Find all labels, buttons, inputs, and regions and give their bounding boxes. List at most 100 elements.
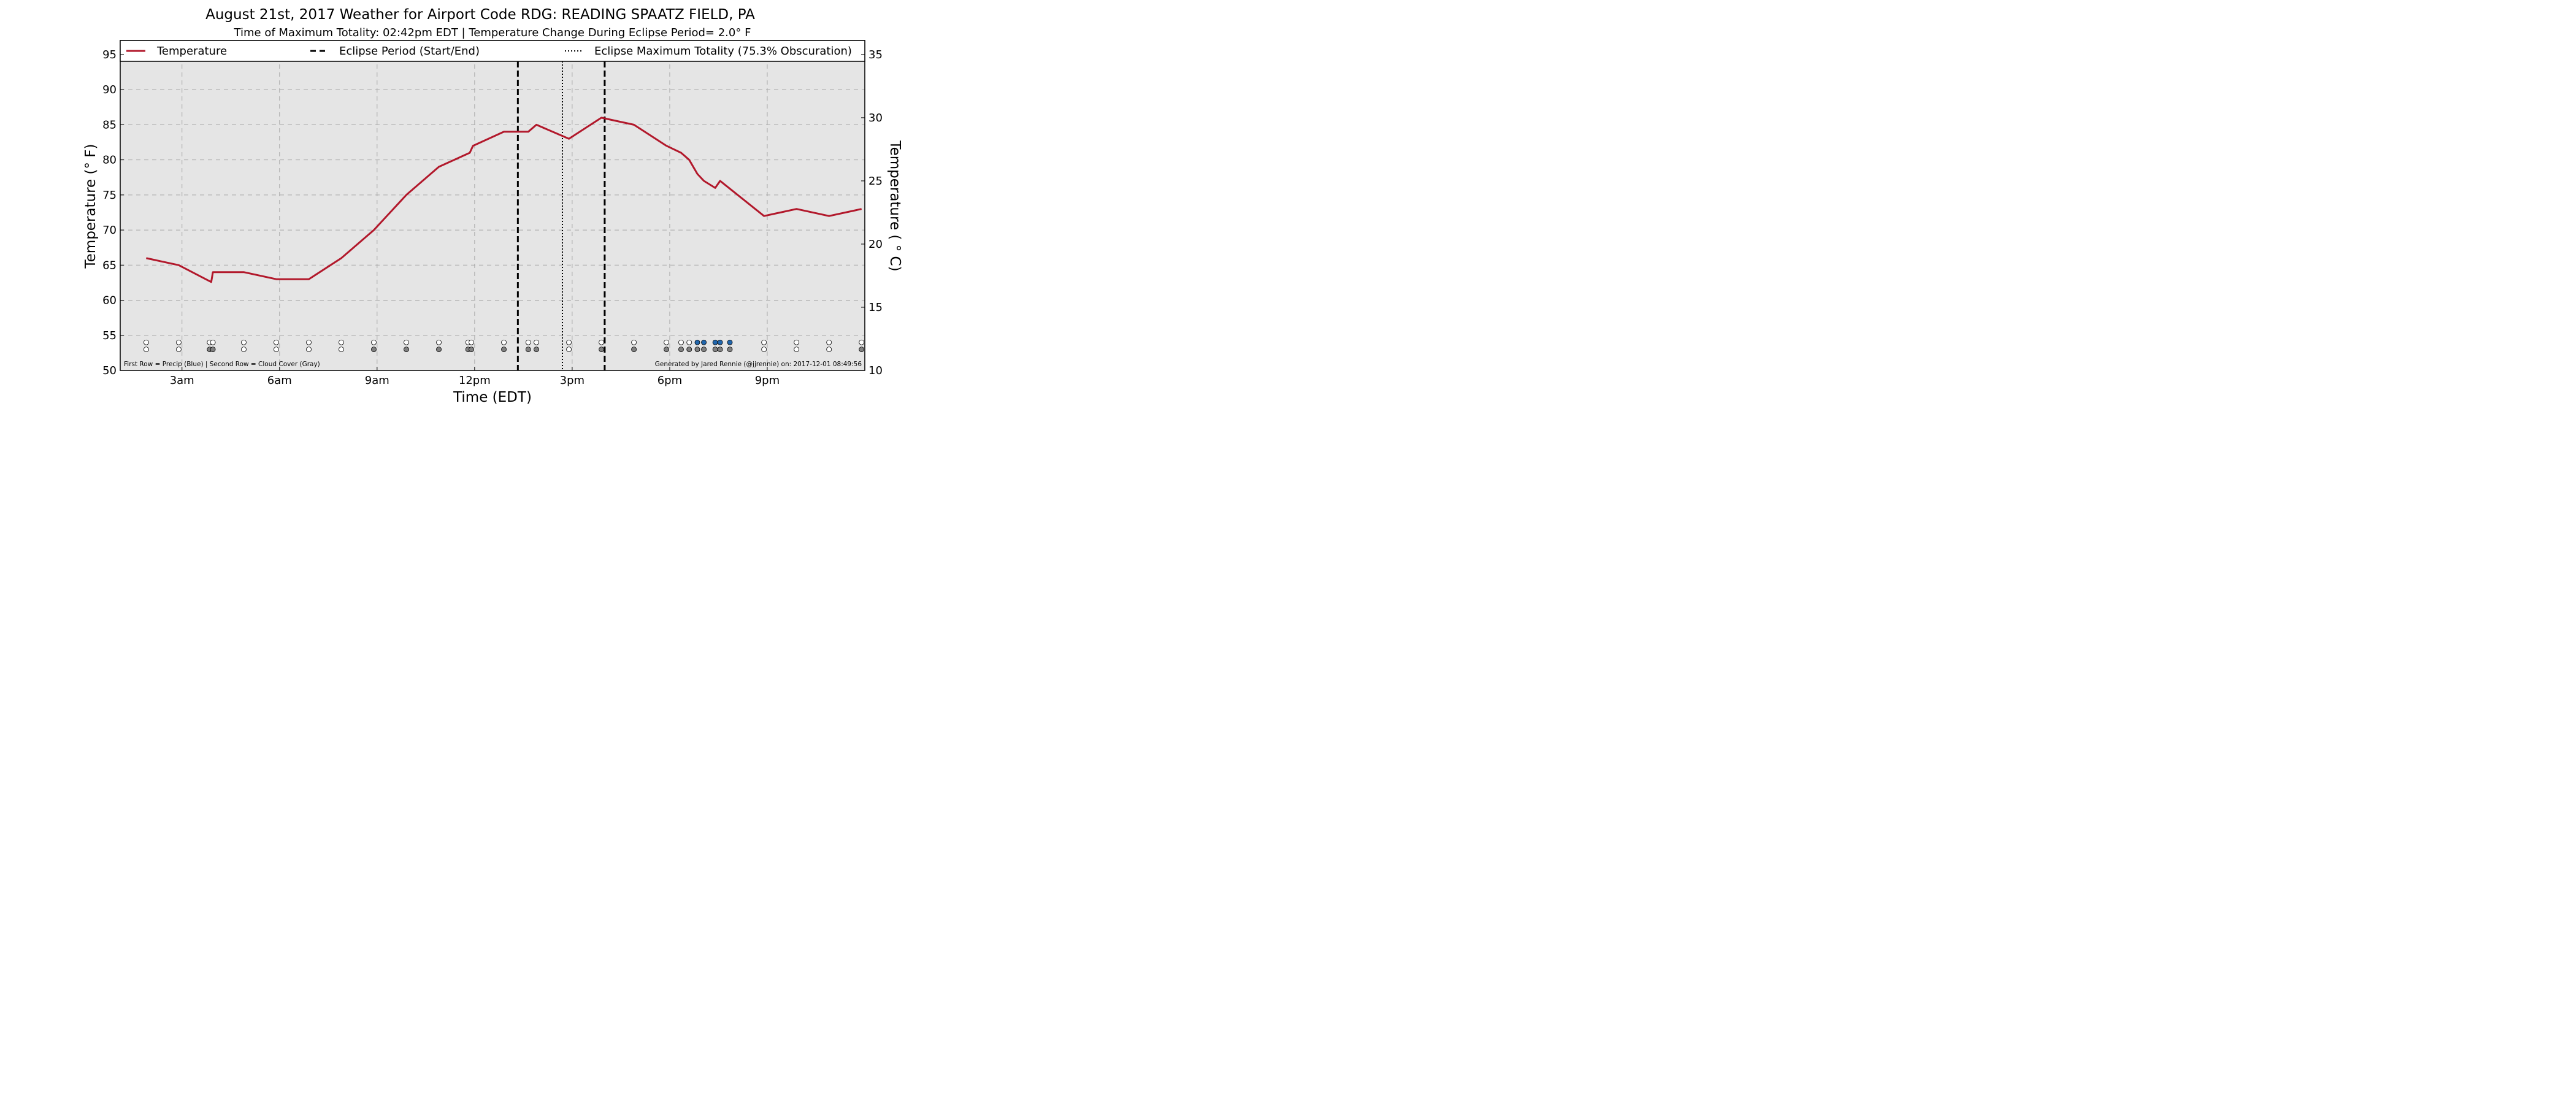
cloud-marker	[566, 347, 572, 353]
cloud-marker	[694, 347, 700, 353]
x-tick-label: 3pm	[560, 374, 585, 387]
row-key-note: First Row = Precip (Blue) | Second Row =…	[124, 361, 320, 368]
cloud-marker	[144, 347, 149, 353]
precip-marker	[727, 339, 733, 345]
cloud-marker	[664, 347, 670, 353]
precip-marker	[761, 339, 767, 345]
cloud-marker	[339, 347, 344, 353]
cloud-marker	[436, 347, 442, 353]
precip-marker	[701, 339, 707, 345]
grid	[120, 40, 865, 371]
cloud-marker	[727, 347, 733, 353]
cloud-marker	[534, 347, 539, 353]
precip-marker	[717, 339, 723, 345]
y2-tick-label: 20	[868, 238, 883, 251]
precip-marker	[144, 339, 149, 345]
x-tick-label: 3am	[170, 374, 194, 387]
cloud-marker	[717, 347, 723, 353]
cloud-marker	[826, 347, 832, 353]
precip-marker	[241, 339, 247, 345]
legend-box	[120, 40, 865, 62]
cloud-marker	[794, 347, 800, 353]
precip-marker	[826, 339, 832, 345]
x-tick-label: 9am	[365, 374, 389, 387]
precip-marker	[210, 339, 216, 345]
precip-marker	[436, 339, 442, 345]
precip-marker	[859, 339, 865, 345]
precip-marker	[404, 339, 409, 345]
y2-tick-label: 10	[868, 364, 883, 377]
precip-marker	[566, 339, 572, 345]
legend: Temperature Eclipse Period (Start/End) E…	[120, 40, 865, 62]
y-axis-left-label: Temperature (° F)	[83, 144, 99, 269]
legend-temperature-label: Temperature	[156, 45, 227, 58]
precip-marker	[371, 339, 377, 345]
cloud-marker	[404, 347, 409, 353]
temperature-line	[146, 117, 862, 283]
x-tick-label: 9pm	[755, 374, 780, 387]
y-tick-label: 65	[102, 259, 117, 272]
cloud-marker	[686, 347, 692, 353]
cloud-marker	[306, 347, 312, 353]
precip-marker	[678, 339, 684, 345]
precip-marker	[469, 339, 474, 345]
plot-area	[120, 40, 865, 370]
y-tick-label: 75	[102, 189, 117, 202]
precip-marker	[176, 339, 182, 345]
y-tick-label: 70	[102, 224, 117, 237]
precip-marker	[599, 339, 604, 345]
precip-marker	[306, 339, 312, 345]
y-tick-label: 95	[102, 48, 117, 61]
cloud-marker	[525, 347, 531, 353]
x-axis: 3am 6am 9am 12pm 3pm 6pm 9pm	[170, 367, 780, 387]
temperature-series	[146, 117, 862, 283]
cloud-marker	[631, 347, 637, 353]
cloud-marker	[210, 347, 216, 353]
precip-marker	[501, 339, 507, 345]
x-tick-label: 12pm	[459, 374, 491, 387]
cloud-marker	[859, 347, 865, 353]
y-tick-label: 85	[102, 118, 117, 131]
precip-marker	[339, 339, 344, 345]
cloud-marker	[241, 347, 247, 353]
y2-tick-label: 35	[868, 48, 883, 61]
cloud-marker	[599, 347, 604, 353]
y-axis-right-label: Temperature ( ° C)	[887, 140, 903, 271]
y-tick-label: 50	[102, 364, 117, 377]
eclipse-lines	[516, 61, 606, 370]
cloud-marker	[274, 347, 279, 353]
x-tick-label: 6am	[267, 374, 292, 387]
temperature-chart: August 21st, 2017 Weather for Airport Co…	[83, 7, 903, 405]
y-tick-label: 55	[102, 329, 117, 342]
y-tick-label: 90	[102, 83, 117, 96]
precip-marker	[534, 339, 539, 345]
y-axis-right: 10 15 20 25 30 35	[861, 48, 883, 377]
precip-marker	[274, 339, 279, 345]
precip-marker	[712, 339, 718, 345]
x-axis-label: Time (EDT)	[453, 389, 532, 405]
y-axis-left: 50 55 60 65 70 75 80 85 90 95	[102, 48, 124, 377]
precip-marker	[794, 339, 800, 345]
y-tick-label: 60	[102, 294, 117, 307]
cloud-marker	[712, 347, 718, 353]
y2-tick-label: 30	[868, 112, 883, 125]
y2-tick-label: 15	[868, 301, 883, 314]
cloud-marker	[701, 347, 707, 353]
cloud-marker	[176, 347, 182, 353]
chart-subtitle: Time of Maximum Totality: 02:42pm EDT | …	[234, 26, 751, 39]
cloud-marker	[501, 347, 507, 353]
precip-marker	[686, 339, 692, 345]
cloud-marker	[761, 347, 767, 353]
observation-markers	[144, 339, 865, 353]
precip-marker	[694, 339, 700, 345]
x-tick-label: 6pm	[657, 374, 682, 387]
generated-by-note: Generated by Jared Rennie (@jjrennie) on…	[655, 361, 862, 368]
precip-marker	[525, 339, 531, 345]
y2-tick-label: 25	[868, 175, 883, 188]
y-tick-label: 80	[102, 154, 117, 167]
cloud-marker	[469, 347, 474, 353]
precip-marker	[631, 339, 637, 345]
cloud-marker	[371, 347, 377, 353]
cloud-marker	[678, 347, 684, 353]
precip-marker	[664, 339, 670, 345]
